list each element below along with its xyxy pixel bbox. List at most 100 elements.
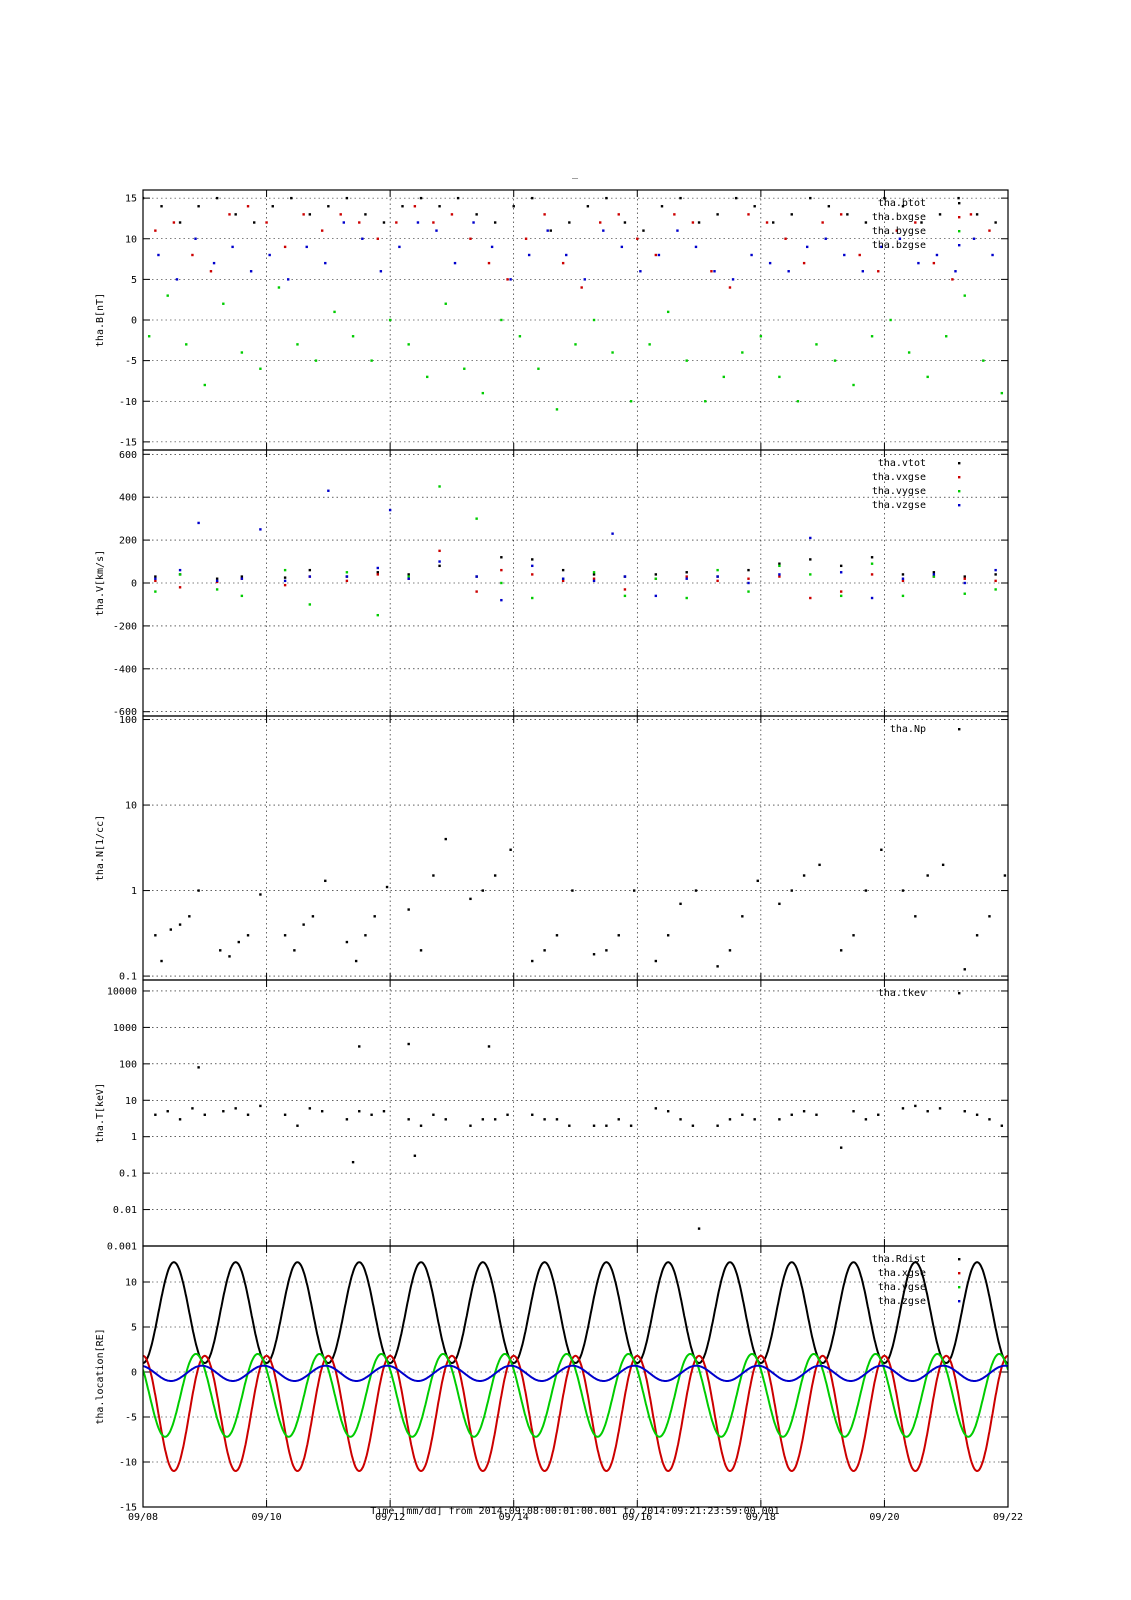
data-point-tha.bzgse: [472, 221, 475, 224]
data-point-tha.vygse: [215, 588, 219, 591]
data-point-tha.btot: [419, 196, 423, 200]
data-point-tha.Np: [790, 889, 793, 892]
data-point-tha.vtot: [963, 575, 966, 578]
data-point-tha.vygse: [154, 590, 157, 593]
data-point-tha.bzgse: [453, 261, 457, 265]
data-point-tha.btot: [883, 196, 886, 200]
data-point-tha.bygse: [685, 359, 688, 362]
data-point-tha.tkev: [259, 1104, 262, 1108]
data-point-tha.bxgse: [506, 278, 509, 281]
data-point-tha.bzgse: [231, 245, 234, 249]
data-point-tha.bzgse: [768, 261, 772, 265]
data-point-tha.btot: [512, 205, 515, 208]
data-point-tha.bxgse: [932, 261, 936, 265]
data-point-tha.bygse: [518, 335, 522, 338]
data-point-tha.bzgse: [787, 270, 790, 273]
data-point-tha.bzgse: [398, 245, 401, 249]
data-point-tha.tkev: [493, 1118, 497, 1121]
data-point-tha.vtot: [839, 564, 843, 568]
data-point-tha.Np: [617, 934, 620, 937]
data-point-tha.tkev: [320, 1110, 324, 1113]
data-point-tha.bxgse: [617, 213, 620, 216]
data-point-tha.tkev: [531, 1113, 534, 1116]
data-point-tha.tkev: [506, 1113, 509, 1116]
y-tick-label: -10: [119, 397, 137, 408]
data-point-tha.tkev: [351, 1160, 355, 1164]
data-point-tha.Np: [302, 923, 305, 926]
data-point-tha.btot: [215, 196, 219, 200]
data-point-tha.vtot: [778, 562, 781, 565]
legend-marker: [958, 1258, 961, 1261]
data-point-tha.btot: [531, 196, 534, 200]
y-tick-label: 200: [119, 536, 137, 547]
data-point-tha.tkev: [234, 1107, 237, 1110]
data-point-tha.btot: [957, 196, 960, 200]
y-tick-label: -5: [125, 1413, 137, 1424]
data-point-tha.tkev: [197, 1066, 200, 1069]
data-point-tha.btot: [549, 229, 552, 232]
data-point-tha.btot: [846, 213, 849, 216]
data-point-tha.bxgse: [914, 221, 917, 224]
data-point-tha.Np: [311, 915, 315, 918]
data-point-tha.vtot: [215, 577, 219, 580]
legend-marker: [958, 476, 961, 479]
y-tick-label: 10: [125, 1278, 137, 1289]
data-point-tha.Np: [555, 934, 559, 937]
legend-marker: [958, 1300, 961, 1303]
data-point-tha.Np: [293, 949, 296, 952]
data-point-tha.Np: [926, 874, 929, 877]
y-tick-label: 0.1: [119, 1169, 137, 1180]
data-point-tha.Np: [531, 959, 534, 963]
data-point-tha.Np: [605, 949, 608, 952]
legend-label: tha.tkev: [878, 988, 926, 999]
data-point-tha.tkev: [444, 1118, 447, 1121]
data-point-tha.bygse: [259, 367, 262, 370]
data-point-tha.vygse: [531, 596, 534, 600]
data-point-tha.bygse: [333, 310, 336, 314]
data-point-tha.vtot: [809, 558, 812, 561]
data-point-tha.vtot: [154, 575, 157, 578]
data-point-tha.vxgse: [345, 579, 349, 583]
x-tick-label: 09/20: [869, 1512, 899, 1523]
data-point-tha.vtot: [654, 573, 658, 576]
data-point-tha.Np: [571, 889, 574, 892]
data-point-tha.tkev: [629, 1124, 633, 1127]
data-point-tha.vzgse: [611, 532, 614, 535]
data-point-tha.Np: [469, 897, 472, 901]
data-point-tha.bxgse: [691, 221, 695, 224]
data-point-tha.btot: [234, 213, 237, 216]
data-point-tha.bxgse: [432, 221, 435, 224]
series-line-tha.ygse: [143, 1353, 1008, 1438]
data-point-tha.bxgse: [191, 253, 194, 257]
data-point-tha.vzgse: [592, 579, 596, 583]
data-point-tha.vzgse: [475, 575, 478, 578]
data-point-tha.vzgse: [561, 577, 565, 580]
data-point-tha.bzgse: [954, 270, 957, 273]
data-point-tha.vygse: [500, 581, 503, 585]
data-point-tha.btot: [253, 221, 256, 224]
data-point-tha.btot: [308, 213, 312, 216]
data-point-tha.vygse: [376, 613, 379, 617]
data-point-tha.tkev: [926, 1110, 929, 1113]
data-point-tha.bzgse: [249, 270, 253, 273]
data-point-tha.bygse: [592, 318, 596, 322]
data-point-tha.tkev: [481, 1118, 485, 1121]
data-point-tha.tkev: [728, 1118, 732, 1121]
data-point-tha.tkev: [790, 1113, 793, 1116]
data-point-tha.btot: [382, 221, 386, 224]
data-point-tha.bzgse: [305, 245, 308, 249]
data-point-tha.bygse: [666, 310, 670, 314]
data-point-tha.Np: [543, 949, 546, 952]
data-point-tha.bzgse: [527, 253, 531, 257]
plot-area: [143, 1261, 1008, 1473]
data-point-tha.vtot: [531, 558, 534, 561]
data-point-tha.vzgse: [308, 575, 312, 578]
data-point-tha.tkev: [852, 1110, 855, 1113]
data-point-tha.bzgse: [750, 253, 753, 257]
data-point-tha.tkev: [413, 1154, 417, 1157]
data-point-tha.Np: [963, 968, 966, 971]
data-point-tha.bxgse: [469, 237, 472, 240]
data-point-tha.tkev: [877, 1113, 880, 1116]
data-point-tha.vxgse: [283, 583, 287, 587]
